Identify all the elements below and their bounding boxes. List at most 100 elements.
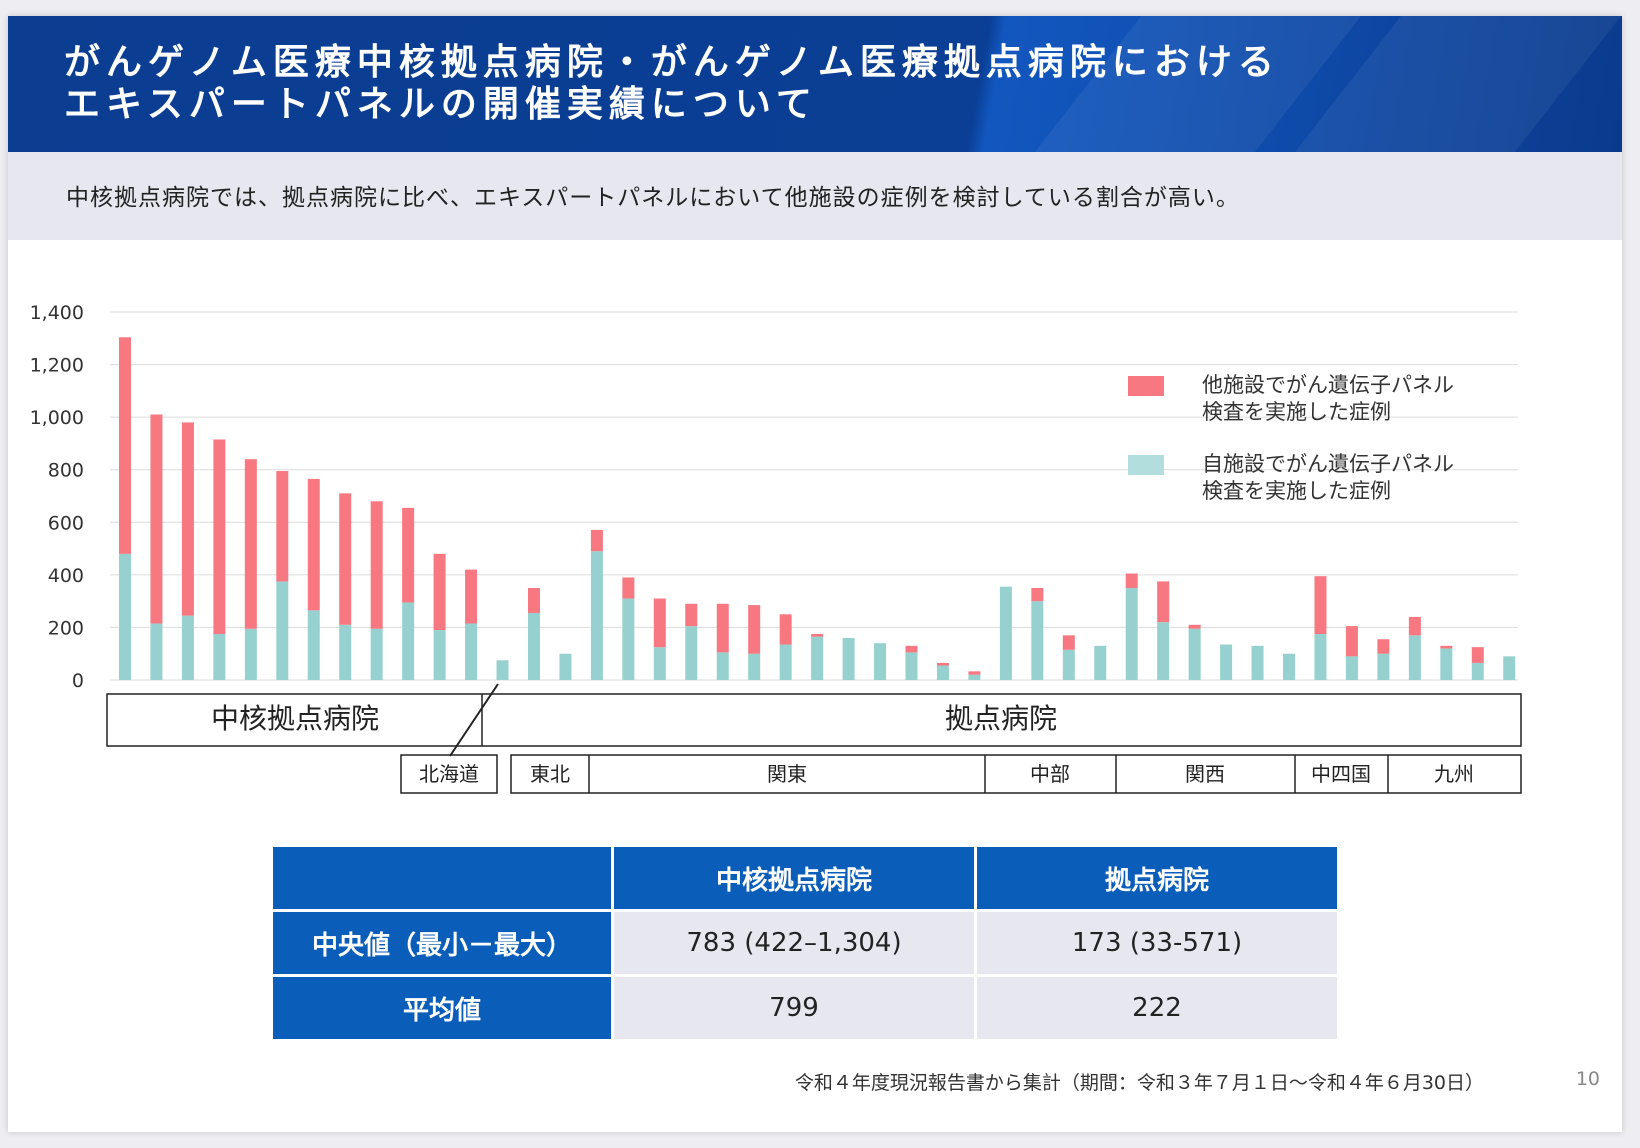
region-box-main: [510, 754, 1522, 794]
subtitle-bar: 中核拠点病院では、拠点病院に比べ、エキスパートパネルにおいて他施設の症例を検討し…: [8, 152, 1622, 240]
bar-own-facility: [1345, 656, 1358, 680]
bar-other-facility: [1062, 635, 1075, 650]
region-label: 関西: [1185, 762, 1225, 786]
table-row: 中央値（最小－最大） 783 (422–1,304) 173 (33-571): [273, 912, 1337, 974]
bar-own-facility: [1220, 644, 1233, 680]
bar-own-facility: [1283, 653, 1296, 680]
bar-own-facility: [402, 602, 415, 680]
bar-other-facility: [905, 645, 918, 653]
bar-other-facility: [653, 598, 666, 648]
bar-other-facility: [1031, 588, 1044, 602]
bar-other-facility: [1188, 624, 1201, 629]
bar-own-facility: [433, 630, 446, 680]
bar-own-facility: [842, 637, 855, 680]
bar-own-facility: [1062, 649, 1075, 680]
bar-own-facility: [1503, 656, 1516, 680]
legend-swatch-own: [1128, 455, 1164, 475]
group-label-base: 拠点病院: [945, 702, 1057, 735]
region-label: 中四国: [1311, 762, 1371, 786]
bar-other-facility: [968, 671, 981, 675]
y-tick-label: 800: [48, 460, 84, 482]
bar-own-facility: [370, 628, 383, 680]
median-core: 783 (422–1,304): [614, 912, 974, 974]
bar-own-facility: [276, 581, 289, 680]
bar-other-facility: [150, 414, 163, 624]
bar-own-facility: [685, 626, 698, 680]
bar-other-facility: [339, 493, 352, 625]
source-note: 令和４年度現況報告書から集計（期間：令和３年７月１日～令和４年６月30日）: [794, 1072, 1484, 1094]
y-tick-label: 1,000: [30, 407, 84, 429]
bar-own-facility: [905, 652, 918, 680]
mean-base: 222: [977, 977, 1337, 1039]
y-tick-label: 0: [72, 670, 84, 692]
bar-own-facility: [968, 674, 981, 680]
table-header-core: 中核拠点病院: [614, 847, 974, 909]
bar-own-facility: [1125, 588, 1138, 680]
bar-own-facility: [1314, 634, 1327, 680]
bar-own-facility: [590, 551, 603, 680]
y-tick-label: 200: [48, 617, 84, 639]
bar-other-facility: [622, 577, 635, 599]
bar-other-facility: [1125, 573, 1138, 588]
bar-other-facility: [779, 614, 792, 645]
y-tick-label: 600: [48, 512, 84, 534]
bar-own-facility: [119, 553, 131, 680]
bar-other-facility: [402, 507, 415, 603]
bar-own-facility: [999, 586, 1012, 680]
legend-label-own-1: 自施設でがん遺伝子パネル: [1202, 452, 1454, 476]
table-header-base: 拠点病院: [977, 847, 1337, 909]
region-label: 九州: [1434, 762, 1474, 786]
bar-own-facility: [653, 647, 666, 680]
bar-own-facility: [496, 660, 509, 680]
legend-swatch-other: [1128, 376, 1164, 396]
bar-own-facility: [244, 628, 257, 680]
bar-own-facility: [1157, 622, 1170, 680]
bar-own-facility: [748, 653, 761, 680]
bar-own-facility: [1440, 648, 1453, 680]
bar-own-facility: [1031, 601, 1044, 680]
bar-own-facility: [465, 623, 478, 680]
page-number: 10: [1575, 1068, 1600, 1090]
row-label-median: 中央値（最小－最大）: [273, 912, 611, 974]
bar-own-facility: [622, 598, 635, 680]
y-tick-label: 1,200: [30, 355, 84, 377]
bar-own-facility: [1094, 645, 1107, 680]
bar-own-facility: [1471, 662, 1484, 680]
bar-other-facility: [1440, 645, 1453, 649]
summary-table: 中核拠点病院 拠点病院 中央値（最小－最大） 783 (422–1,304) 1…: [270, 844, 1340, 1042]
y-tick-label: 1,400: [30, 302, 84, 324]
subtitle: 中核拠点病院では、拠点病院に比べ、エキスパートパネルにおいて他施設の症例を検討し…: [66, 185, 1240, 211]
legend-label-own-2: 検査を実施した症例: [1202, 479, 1391, 503]
bar-other-facility: [433, 553, 446, 631]
bar-other-facility: [1314, 576, 1327, 634]
row-label-mean: 平均値: [273, 977, 611, 1039]
bar-other-facility: [307, 478, 320, 611]
bar-own-facility: [874, 643, 887, 680]
slide: がんゲノム医療中核拠点病院・がんゲノム医療拠点病院における エキスパートパネルの…: [8, 16, 1622, 1132]
bar-own-facility: [779, 644, 792, 680]
bar-other-facility: [685, 603, 698, 627]
region-label: 東北: [530, 762, 570, 786]
bar-other-facility: [1408, 616, 1421, 636]
bar-own-facility: [1377, 653, 1390, 680]
bar-other-facility: [370, 501, 383, 629]
bar-other-facility: [276, 471, 289, 582]
group-label-core: 中核拠点病院: [211, 702, 379, 735]
bar-other-facility: [213, 439, 226, 634]
bar-other-facility: [748, 605, 761, 654]
region-label: 中部: [1030, 762, 1070, 786]
bar-other-facility: [1157, 581, 1170, 623]
bar-other-facility: [119, 337, 131, 554]
group-box: [106, 693, 1522, 747]
bar-own-facility: [1251, 645, 1264, 680]
median-base: 173 (33-571): [977, 912, 1337, 974]
bar-other-facility: [527, 588, 540, 613]
region-label: 関東: [767, 762, 807, 786]
mean-core: 799: [614, 977, 974, 1039]
bar-other-facility: [244, 459, 257, 629]
bar-own-facility: [527, 612, 540, 680]
table-header-row: 中核拠点病院 拠点病院: [273, 847, 1337, 909]
stacked-bar-chart: 0 200 400 600 800 1,000 1,200 1,400 他施設でがん遺伝子パネ…: [30, 302, 1522, 794]
table-row: 平均値 799 222: [273, 977, 1337, 1039]
bar-other-facility: [936, 662, 949, 666]
